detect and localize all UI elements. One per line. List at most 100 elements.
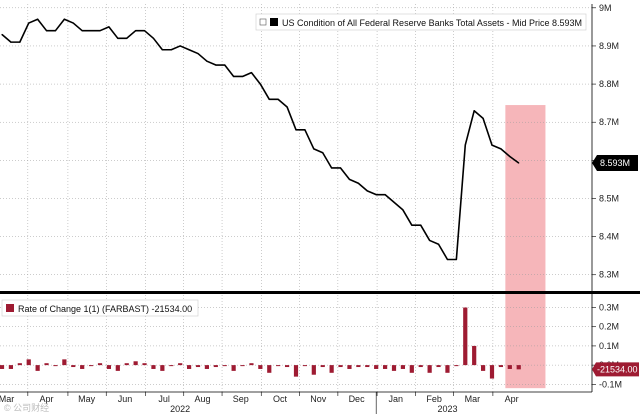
line-point xyxy=(179,45,181,47)
y-tick-label: 8.5M xyxy=(599,193,619,203)
x-month-label: Mar xyxy=(465,394,481,404)
x-year-label: 2023 xyxy=(437,404,457,414)
line-point xyxy=(339,167,342,169)
axes-layer: 8.3M8.4M8.5M8.6M8.7M8.8M8.9M9M-0.1M0.0M0… xyxy=(0,3,640,414)
main-legend-toggle-icon[interactable] xyxy=(259,18,267,26)
line-point xyxy=(90,30,92,32)
highlight-layer xyxy=(505,105,546,389)
main-last-value-text: 8.593M xyxy=(600,158,630,168)
line-point xyxy=(108,26,110,28)
line-point xyxy=(455,258,457,261)
main-legend: US Condition of All Federal Reserve Bank… xyxy=(255,13,587,31)
roc-bar xyxy=(186,365,192,369)
roc-bar xyxy=(26,359,31,366)
roc-bar xyxy=(516,365,521,370)
panel-divider xyxy=(0,291,640,294)
roc-bar xyxy=(374,365,379,369)
line-point xyxy=(152,37,155,39)
line-point xyxy=(81,30,83,32)
line-point xyxy=(313,148,315,150)
roc-bar xyxy=(472,345,477,366)
x-month-label: Jul xyxy=(158,394,170,404)
line-point xyxy=(304,129,306,131)
roc-bar xyxy=(436,365,441,368)
sub-last-value-tag: -21534.00 xyxy=(592,362,639,377)
main-legend-swatch xyxy=(270,18,278,26)
roc-bar xyxy=(142,363,147,366)
roc-bar xyxy=(124,363,129,366)
x-month-label: Jan xyxy=(389,394,404,404)
line-point xyxy=(366,190,368,192)
line-point xyxy=(135,30,137,32)
roc-bar xyxy=(480,365,486,371)
line-point xyxy=(446,258,449,261)
roc-bar xyxy=(302,365,308,367)
line-point xyxy=(54,30,57,32)
line-point xyxy=(259,83,261,85)
line-point xyxy=(491,144,493,146)
main-legend-box xyxy=(255,13,587,31)
roc-bar xyxy=(365,365,370,368)
roc-bar xyxy=(347,365,352,369)
roc-bar xyxy=(445,365,450,373)
x-year-label: 2022 xyxy=(170,404,190,414)
roc-bar xyxy=(169,365,174,367)
line-point xyxy=(241,75,244,78)
x-month-label: Oct xyxy=(273,394,288,404)
y-tick-label: 8.9M xyxy=(599,41,619,51)
roc-bar xyxy=(204,365,210,369)
roc-bar xyxy=(382,365,388,369)
roc-bar xyxy=(427,365,432,373)
line-point xyxy=(1,33,3,36)
line-point xyxy=(473,110,475,112)
y-tick-label: 8.7M xyxy=(599,117,619,127)
line-point xyxy=(286,106,288,108)
sub-last-value-tag-shape xyxy=(592,362,639,377)
line-point xyxy=(437,243,440,245)
line-point xyxy=(277,98,279,100)
x-month-label: Feb xyxy=(426,394,442,404)
roc-bar xyxy=(71,365,76,368)
line-point xyxy=(509,155,511,158)
line-point xyxy=(348,178,351,181)
line-point xyxy=(188,49,190,51)
roc-bar xyxy=(284,365,290,368)
line-point xyxy=(250,72,253,74)
line-point xyxy=(37,18,39,20)
y-tick-label: 8.4M xyxy=(599,232,619,242)
line-point xyxy=(411,224,413,226)
x-month-label: Mar xyxy=(0,394,14,404)
roc-bar xyxy=(391,365,397,371)
roc-bar xyxy=(106,365,112,369)
roc-bar xyxy=(62,359,67,366)
roc-bar xyxy=(320,365,325,368)
line-point xyxy=(384,194,386,196)
marks-layer xyxy=(0,18,521,379)
roc-bar xyxy=(222,365,227,367)
sub-legend-box xyxy=(1,299,199,317)
grid-layer xyxy=(0,4,592,392)
main-legend-label: US Condition of All Federal Reserve Bank… xyxy=(282,18,582,28)
main-last-value-tag: 8.593M xyxy=(592,155,638,172)
x-month-label: Aug xyxy=(194,394,210,404)
line-point xyxy=(375,194,377,196)
roc-bar xyxy=(133,361,138,366)
line-point xyxy=(429,239,431,242)
line-point xyxy=(224,64,226,66)
roc-bar xyxy=(195,365,201,368)
line-point xyxy=(206,60,208,62)
roc-bar xyxy=(17,363,22,366)
roc-bar xyxy=(35,365,40,371)
roc-bar xyxy=(178,363,183,366)
line-point xyxy=(518,162,520,164)
line-point xyxy=(72,22,74,24)
roc-bar xyxy=(231,365,236,371)
highlight-band xyxy=(505,105,546,389)
roc-bar xyxy=(463,307,468,366)
roc-bar xyxy=(0,365,5,369)
roc-bar xyxy=(8,365,14,369)
y-tick-label: 8.8M xyxy=(599,79,619,89)
line-point xyxy=(331,167,333,169)
y-tick-label: 9M xyxy=(599,3,612,13)
roc-bar xyxy=(151,365,156,369)
